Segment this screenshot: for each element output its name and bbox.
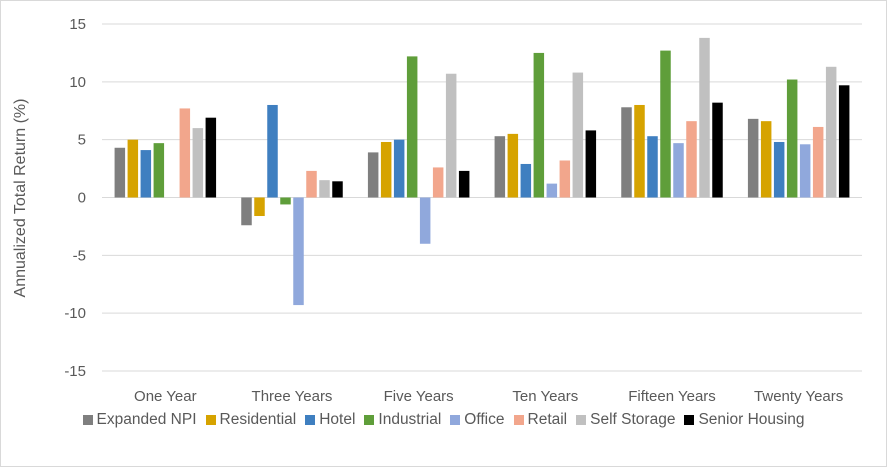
bar — [127, 139, 139, 198]
legend-swatch — [305, 415, 316, 425]
bar — [647, 136, 658, 198]
legend-item: Retail — [513, 411, 568, 429]
bar — [799, 144, 811, 198]
bar — [140, 150, 152, 198]
legend-item: Hotel — [305, 411, 355, 429]
legend-item: Residential — [205, 411, 297, 429]
bar — [306, 170, 317, 198]
legend-label: Expanded NPI — [96, 411, 197, 428]
y-tick-label: -10 — [64, 305, 86, 322]
y-tick-label: 5 — [78, 132, 86, 149]
bar — [114, 147, 126, 198]
bar — [179, 108, 191, 198]
bar — [293, 197, 304, 306]
bar — [254, 197, 265, 217]
legend-label: Hotel — [319, 411, 356, 428]
legend-swatch — [82, 415, 93, 425]
bar — [445, 73, 457, 198]
legend-label: Office — [464, 411, 505, 428]
bar — [673, 143, 684, 198]
gridlines — [102, 23, 862, 372]
bar — [267, 104, 278, 198]
bar — [432, 167, 444, 198]
bar — [458, 170, 470, 198]
bar — [773, 141, 785, 198]
legend-item: Industrial — [364, 411, 441, 429]
bar — [712, 102, 723, 198]
x-tick-label: Ten Years — [512, 388, 578, 405]
bar — [559, 160, 571, 198]
legend-swatch — [513, 415, 524, 425]
legend-swatch — [205, 415, 216, 425]
bar — [699, 37, 710, 198]
bar — [546, 183, 558, 198]
bar — [760, 121, 772, 198]
bar — [533, 52, 545, 198]
legend-label: Industrial — [378, 411, 442, 428]
bar — [419, 197, 431, 244]
bar — [812, 126, 824, 198]
legend-swatch — [450, 415, 461, 425]
bar — [507, 133, 519, 198]
x-tick-label: Three Years — [252, 388, 333, 405]
bar — [572, 72, 584, 198]
bar — [241, 197, 252, 226]
bar — [380, 141, 392, 198]
bar — [838, 85, 850, 198]
bar — [153, 143, 165, 198]
legend-swatch — [576, 415, 587, 425]
legend-item: Self Storage — [576, 411, 675, 429]
legend-swatch — [684, 415, 695, 425]
x-tick-labels: One Year Three Years Five Years Ten Years Fi… — [134, 388, 843, 405]
x-tick-label: Fifteen Years — [628, 388, 716, 405]
x-tick-label: One Year — [134, 388, 197, 405]
bar — [280, 197, 291, 205]
bar — [634, 104, 645, 198]
legend-item: Expanded NPI — [82, 411, 197, 429]
bar — [393, 139, 405, 198]
bar — [825, 66, 837, 198]
y-tick-labels: 15 10 5 0 -5 -10 -15 — [64, 16, 86, 380]
legend: Expanded NPI Residential Hotel Industrial Of… — [0, 411, 887, 429]
legend-label: Retail — [527, 411, 568, 428]
bar — [585, 130, 597, 198]
bar — [660, 50, 671, 198]
bar — [406, 56, 418, 198]
bar — [319, 180, 330, 198]
bar — [786, 79, 798, 198]
y-tick-label: -5 — [73, 247, 86, 264]
y-tick-label: 10 — [69, 74, 86, 91]
legend-item: Office — [450, 411, 505, 429]
legend-item: Senior Housing — [684, 411, 804, 429]
y-axis-title: Annualized Total Return (%) — [12, 99, 29, 298]
bar — [747, 118, 759, 198]
x-tick-label: Twenty Years — [754, 388, 843, 405]
bar — [367, 152, 379, 198]
bar — [686, 121, 697, 198]
bar — [520, 163, 532, 198]
bar — [494, 136, 506, 198]
bars — [114, 37, 850, 306]
bar — [205, 117, 217, 198]
y-tick-label: 0 — [78, 190, 86, 207]
bar — [192, 128, 204, 198]
legend-label: Residential — [219, 411, 297, 428]
bar — [332, 181, 343, 198]
y-tick-label: 15 — [69, 16, 86, 33]
legend-label: Self Storage — [590, 411, 676, 428]
y-tick-label: -15 — [64, 363, 86, 380]
legend-label: Senior Housing — [698, 411, 805, 428]
legend-swatch — [364, 415, 375, 425]
x-tick-label: Five Years — [384, 388, 454, 405]
bar — [621, 107, 632, 198]
